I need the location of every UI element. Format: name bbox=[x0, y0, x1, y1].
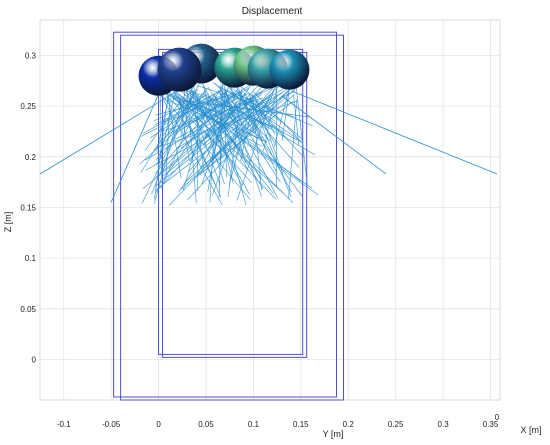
displacement-line bbox=[141, 80, 201, 204]
displacement-line bbox=[144, 94, 262, 161]
z-tick-label: 0 bbox=[32, 355, 37, 364]
y-tick-label: -0.05 bbox=[102, 420, 121, 429]
displacement-line bbox=[195, 95, 215, 122]
displacement-line bbox=[174, 87, 250, 134]
displacement-line bbox=[262, 85, 278, 152]
y-tick-label: 0.3 bbox=[438, 420, 450, 429]
displacement-line bbox=[182, 95, 211, 191]
displacement-line bbox=[155, 98, 247, 178]
displacement-line bbox=[240, 85, 304, 140]
displacement-line bbox=[212, 81, 279, 160]
displacement-line bbox=[151, 91, 195, 195]
displacement-line bbox=[218, 83, 223, 198]
x-axis-extra-tick: 0 bbox=[495, 413, 500, 422]
y-tick-label: -0.1 bbox=[57, 420, 71, 429]
z-axis-label: Z [m] bbox=[3, 212, 13, 233]
y-tick-label: 0 bbox=[156, 420, 161, 429]
displacement-line bbox=[188, 92, 264, 139]
outer-box-back bbox=[113, 31, 338, 398]
displacement-line bbox=[214, 95, 247, 206]
displacement-line bbox=[178, 83, 253, 193]
displacement-line bbox=[207, 86, 241, 132]
y-axis-label: Y [m] bbox=[323, 429, 344, 439]
x-axis-label: X [m] bbox=[520, 425, 541, 435]
displacement-line bbox=[224, 97, 227, 178]
outer-box bbox=[120, 34, 345, 401]
displacement-line bbox=[180, 82, 297, 190]
z-tick-label: 0.2 bbox=[25, 153, 37, 162]
y-tick-label: 0.05 bbox=[198, 420, 214, 429]
displacement-line bbox=[251, 97, 262, 191]
displacement-line bbox=[144, 94, 186, 151]
displacement-line bbox=[252, 90, 304, 144]
displacement-line bbox=[158, 81, 253, 184]
displacement-line bbox=[157, 94, 175, 168]
displacement-line bbox=[158, 91, 223, 206]
displacement-line bbox=[258, 95, 271, 122]
displacement-line bbox=[248, 97, 304, 158]
displacement-line bbox=[190, 89, 250, 195]
z-tick-label: 0.1 bbox=[25, 254, 37, 263]
displacement-line bbox=[238, 94, 286, 138]
displacement-line-long bbox=[39, 90, 178, 175]
axes: 0 0.05 0.1 0.15 0.2 0.25 0.3 -0.1 -0.05 0 0.05 0.1 0… bbox=[20, 51, 498, 429]
displacement-line-long bbox=[291, 90, 498, 175]
y-tick-label: 0.2 bbox=[343, 420, 355, 429]
displacement-line bbox=[175, 94, 218, 124]
z-tick-label: 0.25 bbox=[20, 102, 36, 111]
displacement-line bbox=[163, 97, 263, 132]
particle-sphere bbox=[269, 49, 310, 90]
displacement-line bbox=[220, 93, 238, 123]
displacement-line bbox=[165, 98, 171, 176]
displacement-line bbox=[254, 94, 284, 175]
chart-title: Displacement bbox=[242, 6, 303, 17]
displacement-line bbox=[230, 85, 245, 136]
particle-sphere bbox=[157, 47, 202, 92]
displacement-line bbox=[142, 100, 252, 190]
displacement-line bbox=[155, 91, 195, 161]
displacement-line bbox=[156, 97, 169, 152]
y-tick-label: 0.25 bbox=[388, 420, 404, 429]
displacement-line bbox=[295, 84, 308, 185]
y-tick-label: 0.15 bbox=[293, 420, 309, 429]
particle-spheres bbox=[138, 43, 310, 96]
z-tick-label: 0.15 bbox=[20, 203, 36, 212]
displacement-line bbox=[160, 98, 201, 190]
displacement-line bbox=[176, 100, 254, 150]
displacement-line bbox=[153, 90, 206, 151]
displacement-line bbox=[214, 83, 271, 142]
displacement-line-long bbox=[281, 95, 387, 175]
z-tick-label: 0.05 bbox=[20, 305, 36, 314]
displacement-line bbox=[161, 94, 251, 200]
displacement-line bbox=[156, 100, 298, 148]
displacement-line bbox=[288, 99, 298, 200]
displacement-line bbox=[164, 84, 319, 196]
z-tick-label: 0.3 bbox=[25, 51, 37, 60]
displacement-line-long bbox=[110, 93, 159, 203]
displacement-line bbox=[202, 84, 223, 159]
displacement-line bbox=[175, 83, 286, 133]
y-tick-label: 0.1 bbox=[248, 420, 260, 429]
displacement-lines bbox=[39, 80, 498, 206]
displacement-line bbox=[219, 87, 313, 127]
displacement-line bbox=[293, 94, 300, 145]
y-tick-label: 0.35 bbox=[483, 420, 499, 429]
displacement-line bbox=[172, 96, 284, 194]
displacement-line bbox=[179, 97, 190, 161]
displacement-line bbox=[155, 81, 234, 174]
displacement-line bbox=[190, 81, 205, 169]
displacement-line bbox=[186, 90, 197, 204]
displacement-line bbox=[237, 90, 278, 174]
displacement-line bbox=[193, 93, 249, 120]
